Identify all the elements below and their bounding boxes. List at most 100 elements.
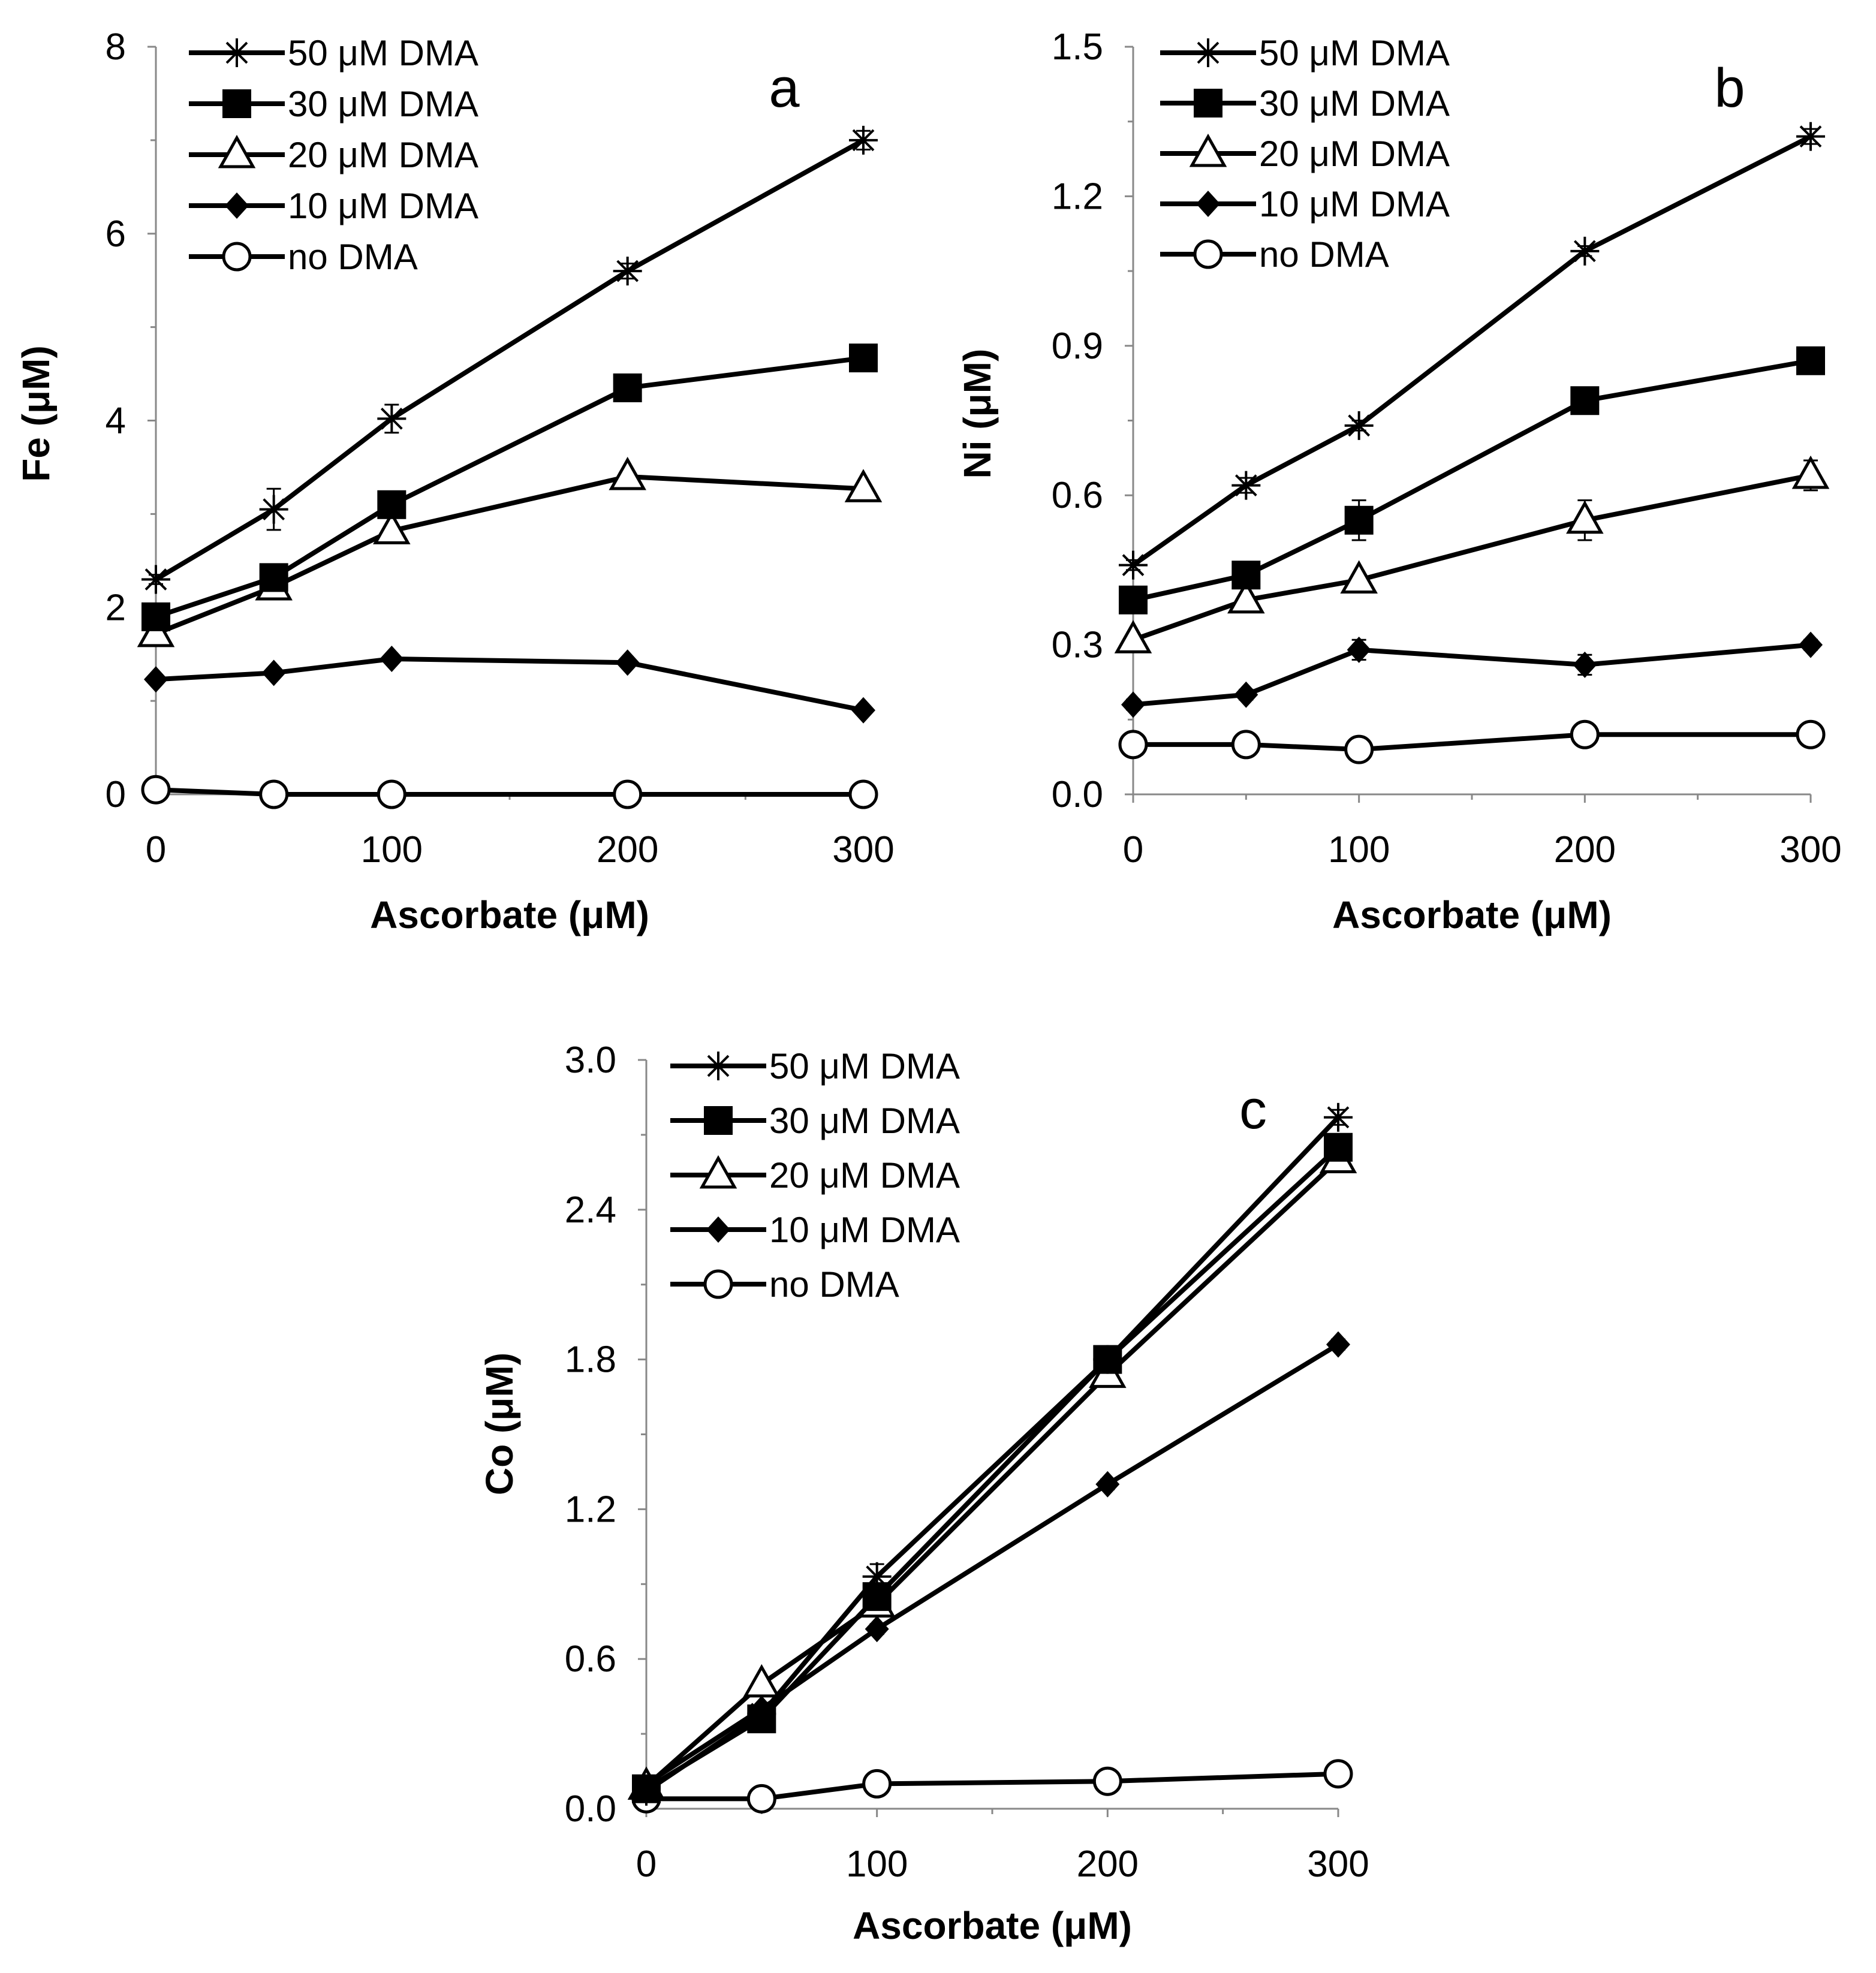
panel-c-x-tick-label: 100 xyxy=(846,1844,908,1885)
panel-b-point-none xyxy=(1231,730,1261,760)
panel-a-point-dma50 xyxy=(613,257,642,286)
panel-a-point-dma20 xyxy=(137,613,175,647)
panel-a-point-dma10 xyxy=(380,645,404,672)
panel-b-y-tick-label: 0.0 xyxy=(1052,774,1103,815)
legend-marker xyxy=(222,242,252,272)
panel-a-y-tick-label: 6 xyxy=(106,213,126,255)
panel-c-point-dma50 xyxy=(1093,1345,1122,1374)
panel-a-point-none xyxy=(141,775,171,805)
panel-a-point-dma50 xyxy=(377,404,406,433)
panel-c-point-none xyxy=(1092,1766,1122,1796)
panel-a-legend-label-50um: 50 μM DMA xyxy=(288,33,478,73)
panel-c-x-tick-label: 0 xyxy=(636,1844,657,1885)
panel-a: 0 2 4 6 8 0 100 200 300 Fe (μM) Ascorbate (μM) a… xyxy=(14,26,895,936)
panel-c-point-dma10 xyxy=(1095,1471,1120,1498)
panel-a-legend-sample-20um xyxy=(189,134,285,168)
panel-a-point-dma30 xyxy=(377,490,406,519)
panel-c-xlabel: Ascorbate (μM) xyxy=(853,1904,1132,1947)
legend-marker xyxy=(703,1269,733,1299)
panel-b-series-dma50 xyxy=(1119,122,1825,580)
legend-marker xyxy=(706,1216,730,1243)
panel-b-legend-label-30um: 30 μM DMA xyxy=(1259,83,1450,123)
panel-c-legend-label-10um: 10 μM DMA xyxy=(769,1210,960,1250)
panel-a-point-dma50 xyxy=(141,565,170,594)
panel-b-legend-sample-none xyxy=(1160,239,1256,269)
panel-a-legend-label-20um: 20 μM DMA xyxy=(288,135,478,175)
panel-a-y-tick-label: 0 xyxy=(106,774,126,815)
panel-b-series-none xyxy=(1118,719,1826,764)
panel-b-line-dma10 xyxy=(1133,642,1811,707)
legend-marker xyxy=(1196,191,1220,217)
panel-b-legend: 50 μM DMA 30 μM DMA 20 μM DMA 10 μM DMA … xyxy=(1160,33,1450,275)
legend-marker xyxy=(218,134,256,168)
panel-b-point-dma50 xyxy=(1231,471,1261,500)
legend-marker xyxy=(699,1155,737,1189)
legend-marker xyxy=(1194,38,1222,67)
panel-b-point-dma10 xyxy=(1799,631,1823,658)
panel-b-point-none xyxy=(1570,719,1600,749)
panel-a-point-none xyxy=(259,779,289,809)
panel-a-x-tick-label: 100 xyxy=(361,829,423,870)
panel-a-legend-label-none: no DMA xyxy=(288,237,418,277)
panel-b-xlabel: Ascorbate (μM) xyxy=(1332,893,1612,936)
panel-a-point-dma20 xyxy=(373,511,411,544)
panel-a-y-tick-label: 8 xyxy=(106,26,126,68)
panel-a-series-dma10 xyxy=(144,645,875,724)
panel-a-series-none xyxy=(141,775,878,809)
legend-marker xyxy=(704,1106,733,1135)
panel-b-point-none xyxy=(1344,734,1374,764)
panel-b-line-dma20 xyxy=(1132,473,1811,643)
panel-c-point-dma50 xyxy=(747,1699,776,1728)
legend-marker xyxy=(222,89,251,118)
panel-a-point-dma20 xyxy=(609,456,646,490)
panel-a-point-dma10 xyxy=(851,697,875,724)
panel-b-point-dma30 xyxy=(1570,386,1600,415)
panel-c-point-dma10 xyxy=(865,1616,889,1643)
panel-b-point-dma50 xyxy=(1570,236,1600,266)
panel-b-y-tick-label: 0.3 xyxy=(1052,625,1103,666)
panel-b-point-dma30 xyxy=(1344,505,1374,535)
panel-c-y-tick-label: 0.0 xyxy=(565,1788,616,1830)
panel-c-legend-sample-20um xyxy=(670,1155,766,1189)
panel-a-series-dma50 xyxy=(141,125,878,594)
panel-b-x-tick-label: 300 xyxy=(1779,829,1841,870)
panel-a-x-tick-label: 0 xyxy=(146,829,166,870)
legend-marker xyxy=(1189,133,1227,167)
panel-b-legend-sample-20um xyxy=(1160,133,1256,167)
panel-c-point-none xyxy=(862,1769,892,1799)
panel-c: 0.0 0.6 1.2 1.8 2.4 3.0 0 100 200 300 Co (μM) Asc… xyxy=(478,1040,1369,1947)
panel-b-plot: 0.0 0.3 0.6 0.9 1.2 1.5 0 100 200 300 xyxy=(1052,26,1842,870)
panel-c-point-dma10 xyxy=(1326,1331,1350,1358)
panel-a-legend-sample-10um xyxy=(189,192,285,219)
panel-a-legend-label-30um: 30 μM DMA xyxy=(288,84,478,124)
panel-b-legend-sample-50um xyxy=(1160,38,1256,67)
panel-b-point-dma10 xyxy=(1573,651,1597,678)
panel-b-x-tick-label: 0 xyxy=(1123,829,1143,870)
panel-a-point-dma30 xyxy=(849,344,878,373)
panel-a-point-dma30 xyxy=(141,602,170,631)
panel-b-point-dma20 xyxy=(1791,455,1830,489)
panel-a-legend-sample-none xyxy=(189,242,285,272)
panel-a-x-tick-label: 200 xyxy=(597,829,658,870)
legend-marker xyxy=(1193,239,1223,269)
panel-c-legend-label-30um: 30 μM DMA xyxy=(769,1101,960,1141)
panel-b-line-dma50 xyxy=(1131,134,1812,567)
panel-c-point-dma50 xyxy=(1324,1103,1353,1132)
panel-a-point-none xyxy=(848,779,878,809)
panel-b-point-none xyxy=(1118,730,1148,760)
panel-c-legend-sample-10um xyxy=(670,1216,766,1243)
panel-b-point-none xyxy=(1796,719,1826,749)
panel-c-point-dma50 xyxy=(862,1562,892,1591)
panel-b-legend-sample-10um xyxy=(1160,191,1256,217)
panel-c-y-tick-label: 1.8 xyxy=(565,1339,616,1381)
panel-a-point-dma10 xyxy=(261,659,286,686)
panel-b-legend-label-none: no DMA xyxy=(1259,234,1389,275)
panel-a-point-dma50 xyxy=(849,125,878,155)
panel-b-point-dma20 xyxy=(1566,500,1604,534)
panel-b-series-dma30 xyxy=(1119,346,1825,615)
panel-c-legend: 50 μM DMA 30 μM DMA 20 μM DMA 10 μM DMA … xyxy=(670,1046,960,1305)
panel-c-point-none xyxy=(746,1784,776,1814)
panel-a-point-none xyxy=(377,779,406,809)
panel-b-point-dma50 xyxy=(1796,122,1825,151)
panel-a-xlabel: Ascorbate (μM) xyxy=(370,893,649,936)
